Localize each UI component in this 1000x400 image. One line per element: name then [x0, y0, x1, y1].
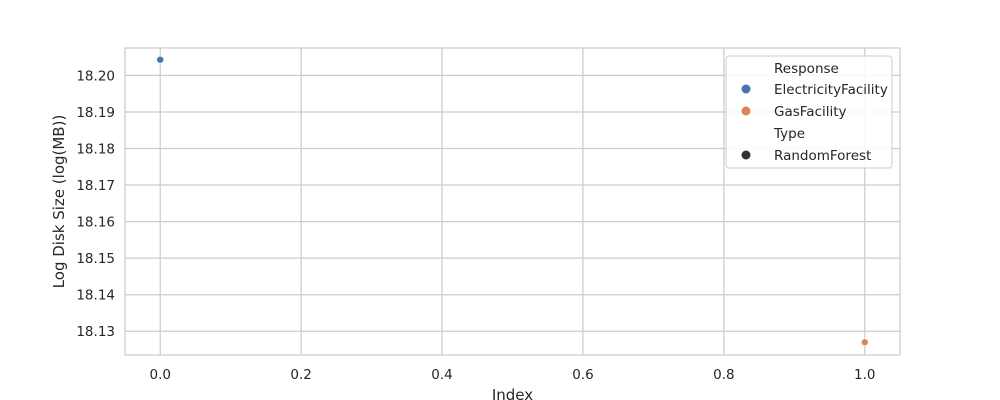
- y-tick-label: 18.18: [76, 142, 115, 158]
- legend-marker: [741, 106, 751, 116]
- x-tick-label: 0.6: [572, 367, 593, 383]
- y-tick-label: 18.13: [76, 324, 115, 340]
- data-points: [156, 55, 869, 347]
- y-tick-label: 18.15: [76, 251, 115, 267]
- y-tick-label: 18.17: [76, 178, 115, 194]
- legend-title-response: Response: [774, 61, 839, 77]
- legend-title-type: Type: [773, 126, 805, 142]
- y-tick-label: 18.16: [76, 215, 115, 231]
- x-tick-label: 0.0: [149, 367, 170, 383]
- legend-marker: [741, 150, 751, 160]
- x-axis-ticks: 0.0 0.2 0.4 0.6 0.8 1.0: [149, 367, 875, 383]
- data-point: [156, 55, 165, 64]
- legend-entry-label: GasFacility: [774, 104, 847, 120]
- legend-entry-label: ElectricityFacility: [774, 82, 888, 98]
- legend-marker: [741, 84, 751, 94]
- x-axis-label: Index: [492, 386, 533, 400]
- y-axis-ticks: 18.13 18.14 18.15 18.16 18.17 18.18 18.19 18.20: [76, 68, 115, 340]
- legend: Response ElectricityFacility GasFacility Ty…: [725, 55, 893, 169]
- legend-entry-label: RandomForest: [774, 148, 871, 164]
- y-tick-label: 18.19: [76, 105, 115, 121]
- data-point: [860, 338, 869, 347]
- legend-box: [725, 55, 893, 169]
- y-axis-label: Log Disk Size (log(MB)): [50, 115, 68, 289]
- plot-frame: [124, 47, 901, 356]
- x-tick-label: 0.4: [431, 367, 452, 383]
- y-tick-label: 18.20: [76, 68, 115, 84]
- x-tick-label: 0.8: [713, 367, 734, 383]
- x-tick-label: 0.2: [290, 367, 311, 383]
- y-tick-label: 18.14: [76, 288, 115, 304]
- x-tick-label: 1.0: [854, 367, 875, 383]
